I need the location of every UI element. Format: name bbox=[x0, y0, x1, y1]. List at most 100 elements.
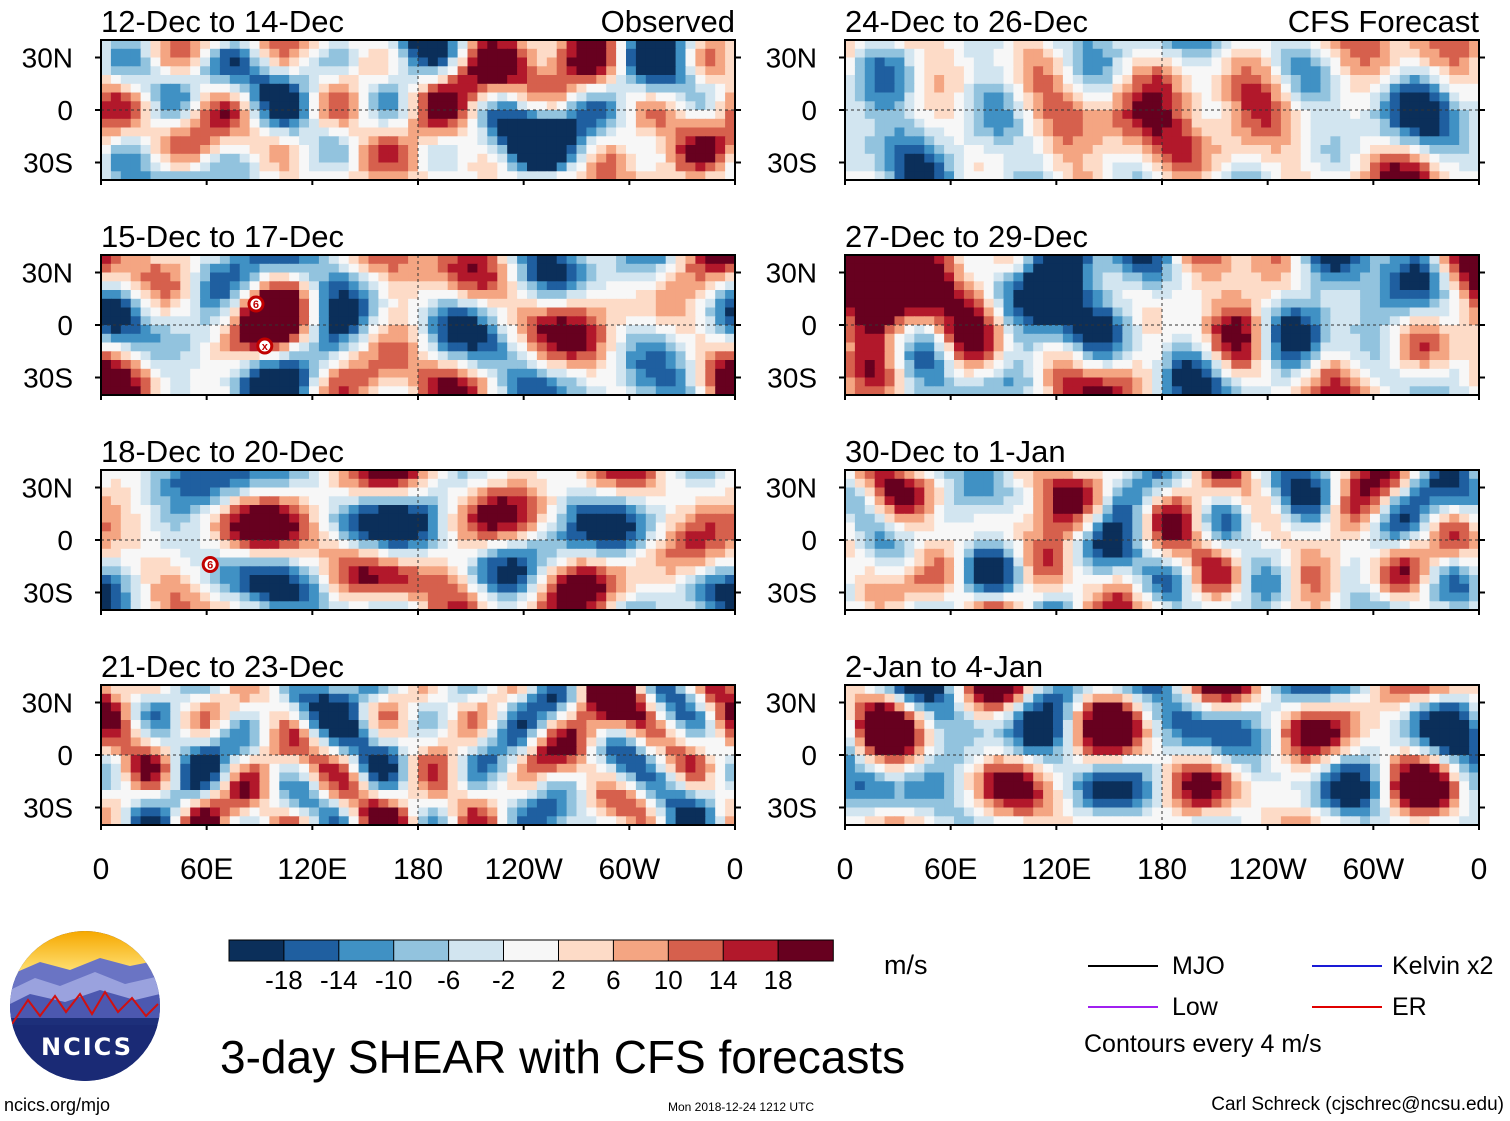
panel-period: 18-Dec to 20-Dec bbox=[101, 434, 344, 469]
y-tick-label: 30N bbox=[766, 258, 817, 289]
x-tick-label: 180 bbox=[393, 853, 443, 886]
storm-marker-label: x bbox=[262, 341, 269, 353]
x-tick-label: 60W bbox=[1342, 853, 1404, 886]
storm-marker-label: 6 bbox=[207, 560, 213, 572]
shear-field bbox=[845, 255, 1479, 395]
x-tick-label: 0 bbox=[1471, 853, 1488, 886]
x-tick-label: 60E bbox=[924, 853, 977, 886]
legend-kelvin-label: Kelvin x2 bbox=[1392, 952, 1494, 980]
author-credit: Carl Schreck (cjschrec@ncsu.edu) bbox=[1211, 1094, 1504, 1115]
y-tick-label: 30S bbox=[767, 793, 817, 824]
y-tick-label: 30S bbox=[23, 578, 73, 609]
y-tick-label: 30N bbox=[22, 688, 73, 719]
x-axes: 0 60E 120E 180 120W 60W 0 0 60E 120E 180 120W 60W 0 bbox=[93, 853, 1488, 886]
units-label: m/s bbox=[884, 950, 928, 980]
y-tick-label: 30N bbox=[22, 258, 73, 289]
colorbar-swatch bbox=[503, 939, 560, 962]
y-tick-label: 30S bbox=[767, 148, 817, 179]
shear-field bbox=[101, 685, 735, 825]
shear-panel: 30N 0 30S 30-Dec to 1-Jan bbox=[766, 434, 1485, 615]
shear-panel: 30N 0 30S 18-Dec to 20-Dec 6 bbox=[22, 434, 741, 615]
panel-period: 12-Dec to 14-Dec bbox=[101, 4, 344, 39]
y-tick-label: 0 bbox=[57, 740, 73, 771]
shear-field bbox=[101, 470, 735, 610]
y-tick-label: 0 bbox=[801, 310, 817, 341]
x-tick-label: 180 bbox=[1137, 853, 1187, 886]
storm-marker bbox=[256, 337, 274, 355]
figure-title: 3-day SHEAR with CFS forecasts bbox=[220, 1031, 906, 1083]
x-tick-label: 0 bbox=[837, 853, 854, 886]
colorbar-swatch bbox=[667, 939, 724, 962]
y-tick-label: 30S bbox=[767, 578, 817, 609]
y-tick-label: 30S bbox=[23, 363, 73, 394]
colorbar-swatch bbox=[338, 939, 395, 962]
panel-period: 21-Dec to 23-Dec bbox=[101, 649, 344, 684]
y-tick-label: 0 bbox=[801, 95, 817, 126]
colorbar-swatch bbox=[283, 939, 340, 962]
colorbar-tick-label: -6 bbox=[437, 965, 460, 995]
y-tick-label: 0 bbox=[57, 310, 73, 341]
storm-marker-label: 6 bbox=[253, 299, 259, 311]
x-tick-label: 0 bbox=[727, 853, 744, 886]
colorbar-swatch bbox=[558, 939, 615, 962]
colorbar-swatch bbox=[612, 939, 670, 962]
column-label: Observed bbox=[601, 4, 735, 39]
site-link[interactable]: ncics.org/mjo bbox=[4, 1095, 111, 1115]
panel-period: 30-Dec to 1-Jan bbox=[845, 434, 1066, 469]
x-tick-label: 0 bbox=[93, 853, 110, 886]
shear-field bbox=[101, 40, 735, 180]
y-tick-label: 0 bbox=[801, 525, 817, 556]
y-tick-label: 0 bbox=[801, 740, 817, 771]
column-label: CFS Forecast bbox=[1288, 4, 1480, 39]
colorbar: -18 -14 -10 -6 -2 2 6 10 14 18 bbox=[228, 939, 834, 995]
panel-period: 2-Jan to 4-Jan bbox=[845, 649, 1043, 684]
colorbar-tick-label: 14 bbox=[709, 965, 738, 995]
y-tick-label: 30N bbox=[766, 473, 817, 504]
legend-er-label: ER bbox=[1392, 993, 1427, 1021]
contour-note: Contours every 4 m/s bbox=[1084, 1030, 1322, 1058]
shear-panel: 30N 0 30S 12-Dec to 14-Dec Observed bbox=[22, 4, 741, 185]
y-tick-label: 30N bbox=[22, 43, 73, 74]
y-tick-label: 30N bbox=[766, 43, 817, 74]
colorbar-swatch bbox=[722, 939, 779, 962]
y-tick-label: 30S bbox=[23, 148, 73, 179]
logo-wordmark: NCICS bbox=[41, 1033, 133, 1061]
panel-grid: 30N 0 30S 12-Dec to 14-Dec Observed 30N 0 30S 15… bbox=[22, 4, 1485, 830]
shear-panel: 30N 0 30S 27-Dec to 29-Dec bbox=[766, 219, 1485, 400]
shear-panel: 30N 0 30S 2-Jan to 4-Jan bbox=[766, 649, 1485, 830]
y-tick-label: 30S bbox=[767, 363, 817, 394]
y-tick-label: 0 bbox=[57, 525, 73, 556]
ncics-logo: NCICS bbox=[10, 931, 160, 1081]
y-tick-label: 30N bbox=[766, 688, 817, 719]
shear-panel: 30N 0 30S 21-Dec to 23-Dec bbox=[22, 649, 741, 830]
y-tick-label: 30N bbox=[22, 473, 73, 504]
legend-low-swatch bbox=[1088, 1006, 1158, 1008]
y-tick-label: 0 bbox=[57, 95, 73, 126]
legend-mjo-swatch bbox=[1088, 965, 1158, 967]
colorbar-swatch bbox=[228, 939, 285, 962]
shear-field bbox=[101, 255, 735, 395]
legend-kelvin-swatch bbox=[1312, 965, 1382, 967]
colorbar-tick-label: 6 bbox=[606, 965, 620, 995]
shear-panel: 30N 0 30S 24-Dec to 26-Dec CFS Forecast bbox=[766, 4, 1485, 185]
colorbar-tick-label: -10 bbox=[375, 965, 413, 995]
shear-panel: 30N 0 30S 15-Dec to 17-Dec 6 x bbox=[22, 219, 741, 400]
colorbar-tick-label: -14 bbox=[320, 965, 358, 995]
storm-marker bbox=[201, 556, 219, 573]
colorbar-tick-label: -18 bbox=[265, 965, 303, 995]
x-tick-label: 120E bbox=[277, 853, 347, 886]
panel-period: 15-Dec to 17-Dec bbox=[101, 219, 344, 254]
colorbar-swatch bbox=[777, 939, 834, 962]
colorbar-tick-label: 10 bbox=[654, 965, 683, 995]
shear-field bbox=[845, 40, 1479, 180]
legend-low-label: Low bbox=[1172, 993, 1218, 1021]
colorbar-swatch bbox=[393, 939, 450, 962]
legend-mjo-label: MJO bbox=[1172, 952, 1225, 980]
x-tick-label: 120E bbox=[1021, 853, 1091, 886]
panel-period: 27-Dec to 29-Dec bbox=[845, 219, 1088, 254]
colorbar-swatch bbox=[448, 939, 505, 962]
x-tick-label: 60E bbox=[180, 853, 233, 886]
x-tick-label: 120W bbox=[484, 853, 563, 886]
colorbar-tick-label: -2 bbox=[492, 965, 515, 995]
